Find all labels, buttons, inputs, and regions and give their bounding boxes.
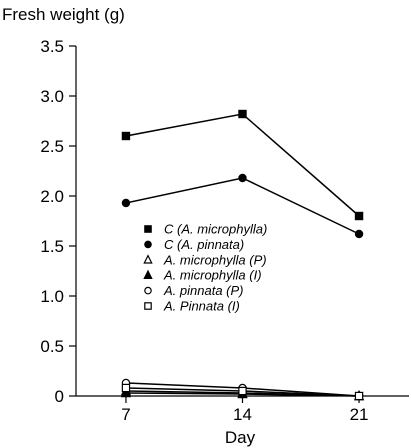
legend-marker-0 — [144, 225, 152, 233]
series-0 — [121, 109, 364, 221]
legend: C (A. microphylla)C (A. pinnata)A. micro… — [143, 222, 267, 314]
series-3-point-0 — [120, 387, 132, 398]
series-5-point-0 — [121, 383, 131, 393]
legend-label-2: A. microphylla (P) — [163, 252, 267, 267]
legend-marker-1 — [144, 240, 152, 249]
y-tick-label-3: 1.5 — [40, 237, 64, 256]
series-0-point-0 — [121, 131, 131, 141]
y-tick-label-2: 1.0 — [40, 287, 64, 306]
x-tick-label-2: 21 — [350, 405, 369, 424]
legend-label-5: A. Pinnata (I) — [163, 299, 240, 314]
series-1-point-2 — [354, 229, 364, 239]
series-layer — [120, 109, 365, 401]
legend-marker-3 — [143, 269, 153, 279]
series-5-point-2 — [354, 391, 364, 401]
legend-label-3: A. microphylla (I) — [163, 268, 262, 283]
series-5-point-1 — [238, 386, 247, 396]
series-0-line — [125, 113, 360, 217]
legend-marker-4 — [144, 286, 152, 295]
series-1 — [121, 173, 364, 239]
x-tick-label-0: 7 — [121, 405, 130, 424]
y-tick-label-5: 2.5 — [40, 137, 64, 156]
series-1-point-1 — [238, 173, 247, 183]
y-tick-label-4: 2.0 — [40, 187, 64, 206]
axes: 0 0.5 1.0 1.5 2.0 2.5 3.0 3.5 7 14 21 — [40, 37, 409, 424]
series-5 — [121, 383, 364, 401]
legend-marker-5 — [144, 302, 152, 310]
x-axis-title: Day — [225, 428, 256, 447]
legend-label-4: A. pinnata (P) — [163, 283, 244, 298]
series-1-point-0 — [121, 198, 131, 208]
y-axis-title: Fresh weight (g) — [2, 5, 125, 24]
series-0-point-1 — [238, 109, 247, 119]
legend-marker-2 — [143, 254, 153, 264]
y-tick-label-0: 0 — [55, 387, 64, 406]
legend-label-1: C (A. pinnata) — [164, 237, 244, 252]
x-tick-label-1: 14 — [233, 405, 252, 424]
y-tick-label-1: 0.5 — [40, 337, 64, 356]
y-tick-label-7: 3.5 — [40, 37, 64, 56]
y-tick-label-6: 3.0 — [40, 87, 64, 106]
legend-label-0: C (A. microphylla) — [164, 222, 267, 237]
series-0-point-2 — [354, 211, 364, 221]
